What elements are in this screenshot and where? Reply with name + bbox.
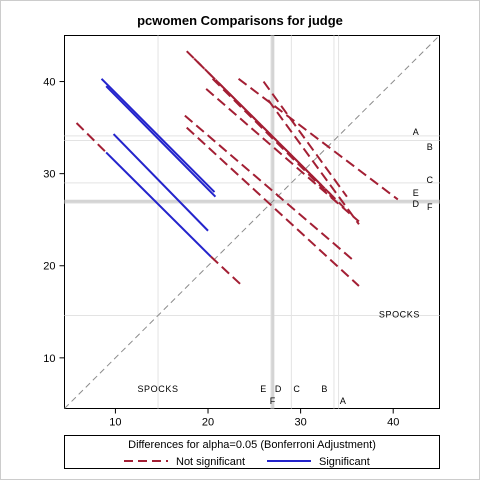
difference-segments xyxy=(75,50,399,287)
y-level-label-a: A xyxy=(413,127,420,137)
legend-title: Differences for alpha=0.05 (Bonferroni A… xyxy=(128,439,376,451)
y-tick-label-40: 40 xyxy=(43,77,55,89)
y-tick-label-10: 10 xyxy=(43,353,55,365)
segment-not-significant-1 xyxy=(75,122,107,154)
y-level-label-b: B xyxy=(427,142,434,152)
segment-not-significant-7 xyxy=(237,77,399,201)
chart-title: pcwomen Comparisons for judge xyxy=(137,13,343,28)
legend: Differences for alpha=0.05 (Bonferroni A… xyxy=(64,435,440,469)
y-level-label-e: E xyxy=(413,188,420,198)
x-tick-label-40: 40 xyxy=(387,417,399,429)
segment-not-significant-11 xyxy=(184,114,355,262)
legend-box xyxy=(64,435,440,469)
segment-not-significant-6 xyxy=(221,85,345,209)
axes: 10 20 30 40 10 20 30 40 xyxy=(43,77,399,429)
segment-significant-2 xyxy=(112,133,209,232)
y-level-label-c: C xyxy=(426,175,433,185)
segment-not-significant-10 xyxy=(205,88,360,223)
x-level-label-a: A xyxy=(340,396,347,406)
segment-significant-4 xyxy=(105,85,217,198)
x-level-label-spocks: SPOCKS xyxy=(137,384,178,394)
x-level-label-d: D xyxy=(275,384,282,394)
y-level-label-d: D xyxy=(412,199,419,209)
x-level-label-e: E xyxy=(260,384,267,394)
diagonal-line xyxy=(64,35,440,409)
segment-not-significant-8 xyxy=(262,80,348,198)
legend-label-not-significant: Not significant xyxy=(176,456,245,468)
y-tick-label-20: 20 xyxy=(43,261,55,273)
segment-not-significant-9 xyxy=(267,99,360,225)
y-tick-label-30: 30 xyxy=(43,169,55,181)
y-level-label-spocks: SPOCKS xyxy=(379,310,420,320)
diagonal-reference-line xyxy=(64,35,440,409)
x-level-label-c: C xyxy=(293,384,300,394)
x-level-label-b: B xyxy=(321,384,328,394)
segment-significant-1 xyxy=(105,151,212,258)
x-tick-label-30: 30 xyxy=(294,417,306,429)
legend-label-significant: Significant xyxy=(319,456,370,468)
x-tick-label-20: 20 xyxy=(202,417,214,429)
segment-not-significant-12 xyxy=(186,126,360,287)
x-level-label-f: F xyxy=(270,396,276,406)
segment-not-significant-2 xyxy=(210,255,242,285)
segment-significant-3 xyxy=(100,78,216,193)
y-level-label-f: F xyxy=(427,202,433,212)
plot-area xyxy=(64,35,440,409)
x-tick-label-10: 10 xyxy=(109,417,121,429)
